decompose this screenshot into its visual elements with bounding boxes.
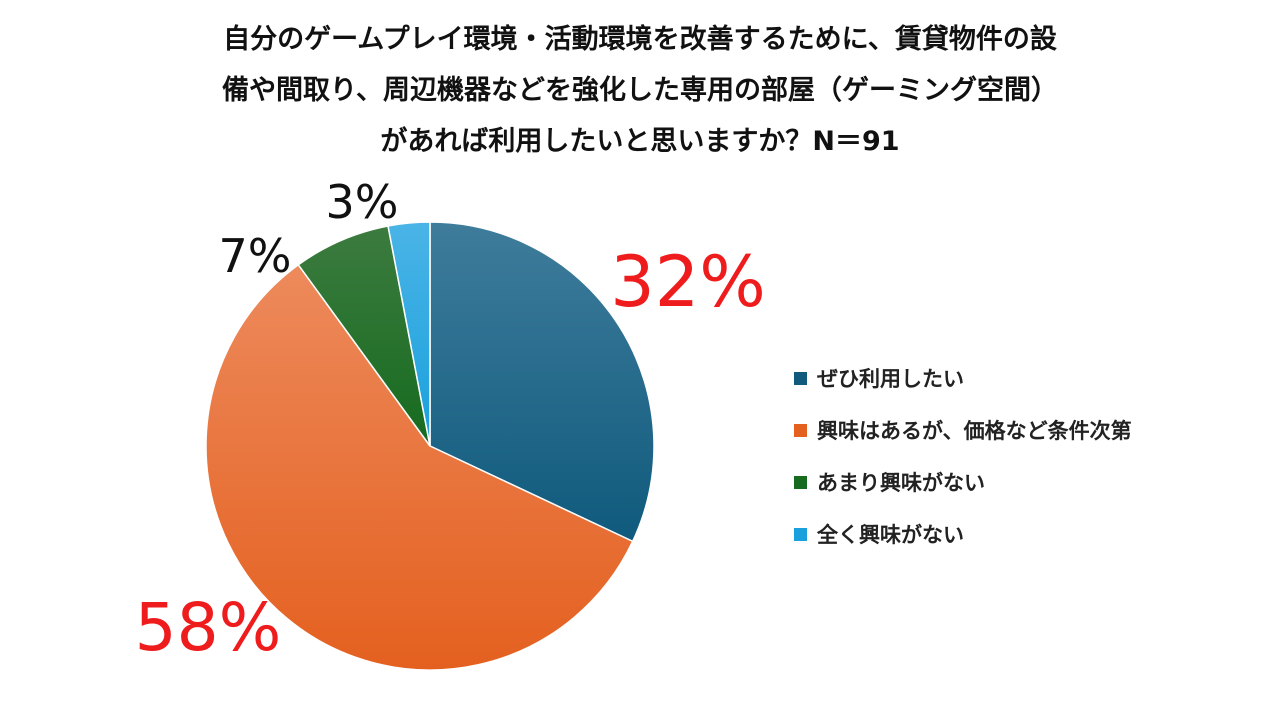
data-label-1: 32%: [610, 241, 766, 323]
legend-label: ぜひ利用したい: [817, 367, 964, 391]
data-label-4: 3%: [326, 175, 399, 229]
data-label-3: 7%: [219, 229, 292, 283]
legend-item-3: あまり興味がない: [794, 456, 1132, 508]
pie-slice-1: [429, 221, 655, 543]
data-label-2: 58%: [135, 589, 282, 666]
pie-slice-4: [387, 221, 431, 447]
legend-label: 全く興味がない: [817, 523, 964, 547]
legend-swatch: [794, 527, 807, 541]
legend-swatch: [794, 371, 807, 385]
legend-label: あまり興味がない: [817, 471, 985, 495]
pie-data-labels: 32% 58% 7% 3%: [135, 175, 766, 666]
legend-item-2: 興味はあるが、価格など条件次第: [794, 404, 1132, 456]
chart-title: 自分のゲームプレイ環境・活動環境を改善するために、賃貸物件の設 備や間取り、周辺…: [0, 14, 1280, 167]
chart-title-line-2: 備や間取り、周辺機器などを強化した専用の部屋（ゲーミング空間）: [222, 75, 1058, 106]
pie-slices: [205, 221, 655, 671]
legend-item-1: ぜひ利用したい: [794, 352, 1132, 404]
pie-slice-2: [205, 263, 634, 671]
legend-swatch: [794, 423, 807, 437]
chart-title-line-3: があれば利用したいと思いますか？N＝91: [380, 126, 900, 157]
chart-title-line-1: 自分のゲームプレイ環境・活動環境を改善するために、賃貸物件の設: [223, 24, 1057, 55]
legend-item-4: 全く興味がない: [794, 508, 1132, 560]
legend-label: 興味はあるが、価格など条件次第: [817, 419, 1132, 443]
legend-swatch: [794, 475, 807, 489]
chart-legend: ぜひ利用したい興味はあるが、価格など条件次第 あまり興味がない 全く興味がない: [794, 352, 1132, 560]
